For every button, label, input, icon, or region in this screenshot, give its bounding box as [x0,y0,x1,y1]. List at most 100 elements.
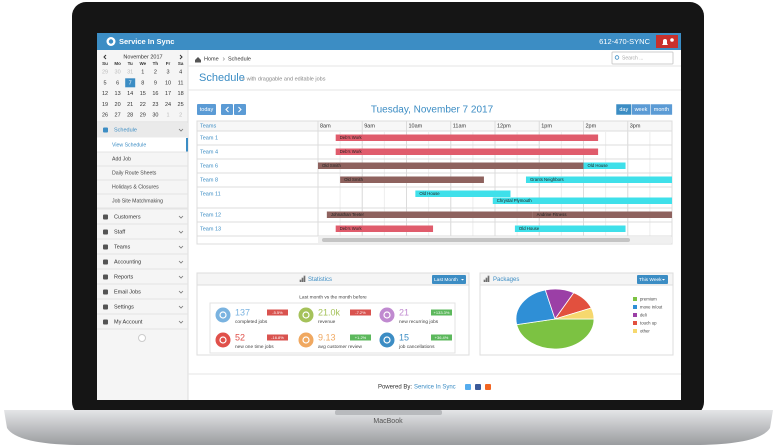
team-name[interactable]: Team 12 [200,212,221,218]
menu-item[interactable]: Settings [114,304,134,310]
calendar-day[interactable]: 2 [179,113,182,119]
scrollbar-thumb[interactable] [322,238,630,242]
calendar-day[interactable]: 30 [152,113,158,119]
event-bar[interactable] [492,197,672,205]
social-icon[interactable] [475,384,481,390]
event-bar[interactable] [583,162,626,170]
calendar-day[interactable]: 1 [166,113,169,119]
chart-icon [483,275,490,282]
period-button[interactable] [637,275,668,284]
calendar-next[interactable] [179,54,183,60]
event-bar[interactable] [318,162,584,170]
breadcrumb-sep [222,57,225,61]
breadcrumb[interactable]: Home [204,56,219,62]
view-button[interactable] [650,103,673,116]
calendar-day[interactable]: 9 [154,80,157,86]
calendar-day[interactable]: 8 [141,80,144,86]
menu-item[interactable]: Customers [114,214,141,220]
event-bar[interactable] [326,211,533,219]
social-icon[interactable] [485,384,491,390]
event-bar[interactable] [532,211,672,219]
event-label: Grants Neighbors [530,177,564,182]
today-button[interactable] [197,104,216,115]
stat-change-badge [350,309,371,316]
event-bar[interactable] [335,225,434,233]
calendar-day[interactable]: 31 [127,69,133,75]
team-name[interactable]: Team 8 [200,177,218,183]
submenu-item[interactable]: Holidays & Closures [112,184,159,190]
event-bar[interactable] [340,176,484,184]
menu-item[interactable]: Accounting [114,259,141,265]
breadcrumb: Schedule [228,56,251,62]
team-name[interactable]: Team 13 [200,226,221,232]
stat-icon-glyph [302,336,310,344]
menu-chevron [178,320,184,324]
calendar-day[interactable]: 13 [115,91,121,97]
calendar-day[interactable]: 18 [178,91,184,97]
calendar-day[interactable]: 1 [141,69,144,75]
submenu-item[interactable]: Job Site Matchmaking [112,198,163,204]
prev-button[interactable] [221,104,233,115]
calendar-prev[interactable] [103,54,107,60]
calendar-day[interactable]: 25 [178,102,184,108]
hour-label: 1pm [541,123,552,129]
calendar-day[interactable]: 29 [102,69,108,75]
menu-item[interactable]: Email Jobs [114,289,141,295]
calendar-day[interactable]: 11 [178,80,184,86]
stat-change: -5.5% [272,310,283,315]
next-button[interactable] [234,104,246,115]
calendar-day[interactable]: 12 [102,91,108,97]
calendar-day[interactable]: 6 [116,80,119,86]
calendar-day[interactable]: 30 [115,69,121,75]
search-box[interactable] [611,51,674,65]
period-button[interactable] [432,275,466,284]
team-name[interactable]: Team 6 [200,163,218,169]
submenu-item[interactable]: Daily Route Sheets [112,170,157,176]
footer-brand[interactable]: Service In Sync [414,385,456,391]
menu-item[interactable]: Teams [114,244,130,250]
menu-item[interactable]: Schedule [114,127,137,133]
calendar-day[interactable]: 17 [165,91,171,97]
team-name[interactable]: Team 11 [200,191,221,197]
calendar-day[interactable]: 23 [152,102,158,108]
event-bar[interactable] [335,134,599,142]
submenu-item[interactable]: View Schedule [112,142,146,148]
social-icon[interactable] [465,384,471,390]
calendar-day[interactable]: 22 [140,102,146,108]
calendar-day[interactable]: 4 [179,69,182,75]
calendar-day[interactable]: 20 [115,102,121,108]
event-label: Andrine Fitness [537,212,567,217]
stat-icon [379,332,395,348]
view-label: week [634,107,648,113]
pie-slice [515,289,556,326]
calendar-day[interactable]: 14 [127,91,133,97]
sidebar-collapse[interactable] [138,334,146,342]
event-bar[interactable] [525,176,672,184]
search-placeholder: Search ... [622,55,643,61]
calendar-day[interactable]: 26 [102,113,108,119]
menu-item[interactable]: My Account [114,319,143,325]
panel-header [196,272,470,286]
calendar-day[interactable]: 24 [165,102,171,108]
team-name[interactable]: Team 4 [200,149,218,155]
calendar-day[interactable]: 21 [127,102,133,108]
event-bar[interactable] [335,148,599,156]
event-bar[interactable] [415,190,511,198]
menu-item[interactable]: Staff [114,229,126,235]
calendar-day[interactable]: 27 [115,113,121,119]
calendar-day[interactable]: 28 [127,113,133,119]
calendar-day[interactable]: 2 [154,69,157,75]
calendar-day[interactable]: 5 [103,80,106,86]
calendar-day[interactable]: 15 [140,91,146,97]
menu-item[interactable]: Reports [114,274,134,280]
bell-icon [662,39,668,45]
calendar-day[interactable]: 29 [140,113,146,119]
calendar-day[interactable]: 3 [166,69,169,75]
event-bar[interactable] [514,225,626,233]
submenu-item[interactable]: Add Job [112,156,131,162]
team-name[interactable]: Team 1 [200,135,218,141]
calendar-day[interactable]: 10 [165,80,171,86]
calendar-day[interactable]: 19 [102,102,108,108]
calendar-day[interactable]: 7 [129,80,132,86]
calendar-day[interactable]: 16 [152,91,158,97]
